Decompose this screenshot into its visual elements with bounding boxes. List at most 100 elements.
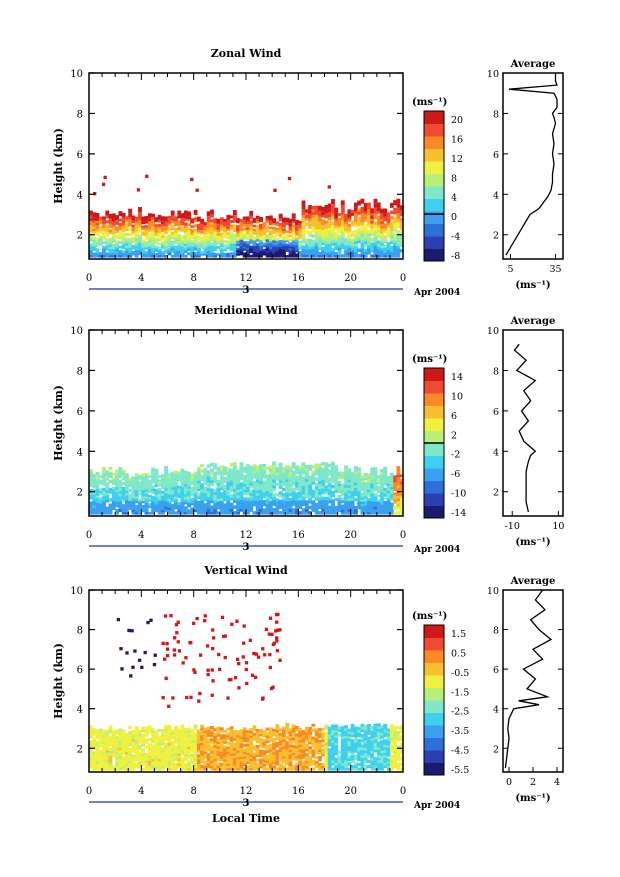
meridional-cell	[334, 465, 338, 468]
zonal-colorbar-segment	[424, 174, 444, 187]
vertical-cell	[234, 676, 237, 679]
vertical-cell	[153, 663, 156, 666]
vertical-cell	[125, 651, 128, 654]
meridional-ytick-label: 8	[77, 366, 83, 377]
meridional-xtick-label: 0	[86, 530, 92, 541]
vertical-cell	[276, 649, 279, 652]
zonal-cell	[302, 200, 306, 205]
zonal-xtick-label: 16	[292, 273, 305, 284]
meridional-cell	[262, 464, 266, 467]
zonal-colorbar-segment	[424, 249, 444, 262]
zonal-heatmap-cells	[89, 175, 404, 258]
zonal-profile-xtick-label: 5	[507, 264, 513, 275]
zonal-cell	[145, 175, 148, 178]
meridional-profile-xtick-label: 10	[552, 521, 564, 532]
meridional-cell	[374, 467, 378, 470]
vertical-cell	[230, 726, 234, 729]
zonal-cell	[396, 199, 400, 204]
zonal-colorbar-segment	[424, 124, 444, 137]
vertical-cell	[117, 618, 120, 621]
zonal-cell	[104, 176, 107, 179]
vertical-cell	[237, 662, 240, 665]
zonal-ytick-label: 6	[77, 150, 83, 161]
zonal-colorbar-segment	[424, 111, 444, 124]
vertical-cell	[237, 686, 240, 689]
vertical-cell	[206, 644, 209, 647]
zonal-colorbar-segment	[424, 236, 444, 249]
meridional-heatmap-cells	[89, 461, 404, 514]
zonal-cell	[137, 188, 140, 191]
vertical-cell	[271, 686, 274, 689]
vertical-cell	[173, 648, 176, 651]
meridional-xtick-label: 8	[190, 530, 196, 541]
vertical-cell	[109, 726, 113, 729]
vertical-cell	[269, 666, 272, 669]
zonal-colorbar-segment	[424, 186, 444, 199]
vertical-cell	[174, 726, 178, 729]
vertical-cell	[171, 696, 174, 699]
zonal-cell	[328, 185, 331, 188]
zonal-cell	[210, 210, 214, 215]
meridional-cell	[357, 467, 361, 470]
vertical-cell	[245, 661, 248, 664]
vertical-cell	[178, 649, 181, 652]
meridional-profile-frame	[503, 330, 563, 516]
meridional-colorbar-segment	[424, 468, 444, 481]
vertical-cell	[188, 641, 191, 644]
meridional-xtick-label: 0	[400, 530, 406, 541]
meridional-colorbar-segment	[424, 368, 444, 381]
vertical-cell	[135, 726, 139, 729]
meridional-cell	[383, 467, 387, 470]
vertical-cell	[222, 635, 225, 638]
zonal-profile-ytick-label: 4	[493, 190, 499, 201]
vertical-cell	[298, 728, 302, 731]
vertical-cell	[211, 628, 214, 631]
zonal-cell	[367, 203, 371, 207]
zonal-cell	[249, 211, 253, 216]
meridional-colorbar-tick-label: -10	[451, 489, 466, 500]
vertical-cell	[211, 647, 214, 650]
zonal-xtick-label: 0	[400, 273, 406, 284]
vertical-cell	[140, 666, 143, 669]
vertical-cell	[199, 654, 202, 657]
vertical-cell	[185, 696, 188, 699]
meridional-colorbar-unit: (ms⁻¹)	[412, 354, 447, 365]
vertical-cell	[242, 655, 245, 658]
vertical-cell	[261, 647, 264, 650]
zonal-colorbar-tick-label: -4	[451, 232, 460, 243]
meridional-profile-ytick-label: 2	[493, 488, 499, 499]
zonal-cell	[334, 208, 338, 213]
vertical-cell	[251, 674, 254, 677]
zonal-cell	[341, 205, 345, 208]
meridional-cell	[213, 463, 217, 466]
vertical-cell	[268, 653, 271, 656]
meridional-profile-xlabel: (ms⁻¹)	[515, 537, 550, 548]
zonal-xtick-label: 8	[190, 273, 196, 284]
vertical-cell	[212, 636, 215, 639]
vertical-cell	[184, 656, 187, 659]
vertical-cell	[245, 682, 248, 685]
vertical-cell	[189, 696, 192, 699]
vertical-cell	[311, 724, 315, 727]
zonal-colorbar-segment	[424, 211, 444, 224]
zonal-cell	[196, 189, 199, 192]
meridional-cell	[233, 462, 237, 465]
zonal-xtick-label: 4	[138, 273, 144, 284]
zonal-date-label: 3	[243, 285, 250, 296]
vertical-cell	[263, 653, 266, 656]
vertical-cell	[165, 677, 168, 680]
zonal-colorbar-tick-label: 0	[451, 212, 457, 223]
vertical-cell	[269, 617, 272, 620]
vertical-cell	[130, 629, 133, 632]
meridional-ylabel: Height (km)	[52, 385, 65, 461]
meridional-cell	[272, 461, 276, 465]
zonal-ytick-label: 4	[77, 190, 83, 201]
zonal-cell	[194, 210, 198, 215]
meridional-profile-title: Average	[510, 316, 556, 327]
vertical-cell	[194, 725, 198, 728]
zonal-colorbar-segment	[424, 136, 444, 149]
zonal-month-label: Apr 2004	[413, 288, 460, 298]
meridional-cell	[154, 469, 158, 472]
meridional-cell	[390, 473, 394, 476]
